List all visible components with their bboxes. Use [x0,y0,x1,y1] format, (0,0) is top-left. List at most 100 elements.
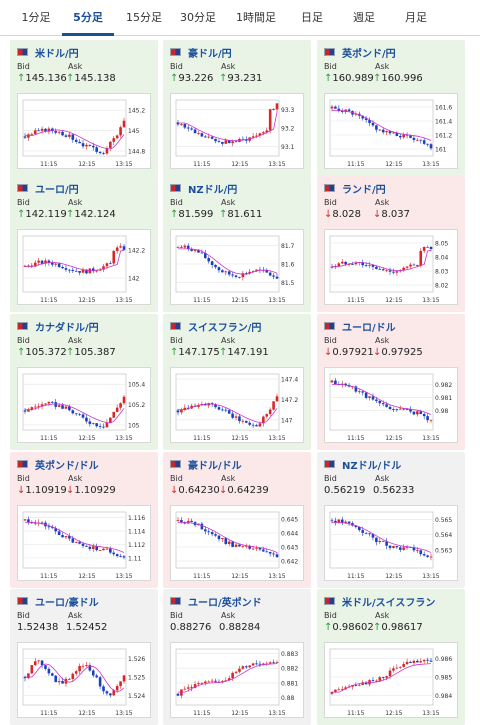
candlestick-chart[interactable]: 93.3 93.2 93.1 11:15 12:15 13:15 [170,93,304,169]
candle-body [44,260,47,264]
candlestick-chart[interactable]: 0.565 0.564 0.563 11:15 12:15 13:15 [324,505,458,581]
pair-name[interactable]: ユーロ/英ポンド [188,598,262,609]
rate-card[interactable]: カナダドル/円 Bid Ask ↑105.372 ↑105.387 105.4 105.2 1… [10,314,158,450]
candlestick-chart[interactable]: 0.645 0.644 0.643 0.642 11:15 12:15 13:15 [170,505,304,581]
arrow-down-icon: ↓ [373,209,382,220]
y-tick-label: 161.4 [435,119,452,126]
candle-body [91,670,95,676]
candlestick-chart[interactable]: 145.2 145 144.8 11:15 12:15 13:15 [17,93,151,169]
pair-name[interactable]: ユーロ/豪ドル [35,598,99,609]
candle-body [262,132,265,134]
bid-label: Bid [17,62,30,71]
rate-card[interactable]: NZドル/円 Bid Ask ↑81.599 ↑81.611 81.7 81.6 81.5 11… [163,176,311,312]
candlestick-chart[interactable]: 147.4 147.2 147 11:15 12:15 13:15 [170,367,304,443]
rate-card[interactable]: 豪ドル/円 Bid Ask ↑93.226 ↑93.231 93.3 93.2 93.1 11:… [163,40,311,176]
candlestick-chart[interactable]: 0.982 0.981 0.98 11:15 12:15 13:15 [324,367,458,443]
candle-body [347,109,351,112]
rate-card[interactable]: ユーロ/円 Bid Ask ↑142.119 ↑142.124 142.2 142 11:15… [10,176,158,312]
pair-name[interactable]: 英ポンド/円 [342,49,396,60]
arrow-up-icon: ↑ [324,73,333,84]
arrow-up-icon: ↑ [66,73,75,84]
candle-body [378,129,382,131]
bid-label: Bid [170,474,183,483]
candle-body [395,409,399,410]
pair-name[interactable]: NZドル/ドル [342,461,402,472]
rate-card[interactable]: 英ポンド/ドル Bid Ask ↓1.10919 ↓1.10929 1.116 1.114 1… [10,452,158,588]
plot-frame [329,99,434,157]
tab-3[interactable]: 30分足 [180,11,216,24]
pair-name[interactable]: ランド/円 [342,185,386,196]
candlestick-chart[interactable]: 0.883 0.882 0.881 0.88 11:15 12:15 13:15 [170,642,304,718]
tab-1[interactable]: 5分足 [62,0,114,36]
candle-body [54,263,58,265]
rate-card[interactable]: ユーロ/英ポンド Bid Ask 0.88276 0.88284 0.883 0.882 0.… [163,589,311,725]
rate-card[interactable]: ユーロ/豪ドル Bid Ask 1.52438 1.52452 1.526 1.525 1.5… [10,589,158,725]
x-tick-label: 11:15 [347,297,364,304]
x-tick-label: 13:15 [115,573,132,580]
pair-name[interactable]: 豪ドル/円 [188,49,232,60]
candle-body [412,547,416,551]
candle-body [426,246,429,248]
candle-body [275,103,279,110]
candle-body [258,663,262,665]
pair-name[interactable]: カナダドル/円 [35,323,99,334]
candlestick-chart[interactable]: 1.116 1.114 1.112 1.11 11:15 12:15 13:15 [17,505,151,581]
rate-card[interactable]: ユーロ/ドル Bid Ask ↓0.97921 ↓0.97925 0.982 0.981 0.… [317,314,465,450]
plot-frame [329,373,434,431]
candlestick-chart[interactable]: 105.4 105.2 105 11:15 12:15 13:15 [17,367,151,443]
rate-card[interactable]: 豪ドル/ドル Bid Ask ↓0.64230 ↓0.64239 0.645 0.644 0.… [163,452,311,588]
pair-name[interactable]: スイスフラン/円 [188,323,262,334]
candle-body [51,262,54,265]
candle-body [98,151,102,154]
candle-body [429,144,433,149]
candle-body [354,685,358,686]
candle-body [190,128,193,130]
tab-0[interactable]: 1分足 [21,11,51,24]
tab-6[interactable]: 週足 [353,11,375,24]
candlestick-chart[interactable]: 8.05 8.04 8.03 8.02 11:15 12:15 13:15 [324,229,458,305]
arrow-up-icon: ↑ [373,622,382,633]
candle-body [74,671,78,674]
tab-5[interactable]: 日足 [301,11,323,24]
candlestick-chart[interactable]: 0.986 0.985 0.984 11:15 12:15 13:15 [324,642,458,718]
pair-name[interactable]: 米ドル/スイスフラン [342,598,436,609]
pair-name[interactable]: NZドル/円 [188,185,238,196]
candle-body [122,120,126,128]
pair-name[interactable]: ユーロ/円 [35,185,79,196]
tab-4[interactable]: 1時間足 [236,11,276,24]
ask-value: ↓0.97925 [373,347,423,358]
bid-label: Bid [170,62,183,71]
candle-body [207,258,211,262]
candle-body [214,404,217,408]
candle-body [115,407,119,412]
candle-body [61,405,64,409]
candlestick-chart[interactable]: 1.526 1.525 1.524 11:15 12:15 13:15 [17,642,151,718]
y-tick-label: 147.2 [281,397,298,404]
candlestick-chart[interactable]: 161.6 161.4 161.2 161 11:15 12:15 13:15 [324,93,458,169]
candle-body [119,127,122,136]
tab-2[interactable]: 15分足 [126,11,162,24]
rate-card[interactable]: スイスフラン/円 Bid Ask ↑147.175 ↑147.191 147.4 147.2… [163,314,311,450]
candle-body [388,270,392,272]
candle-body [412,411,416,415]
candlestick-chart[interactable]: 81.7 81.6 81.5 11:15 12:15 13:15 [170,229,304,305]
x-tick-label: 12:15 [385,161,402,168]
bid-price: 145.136 [25,73,67,84]
rate-card[interactable]: 米ドル/円 Bid Ask ↑145.136 ↑145.138 145.2 145 144.8… [10,40,158,176]
candle-body [210,532,214,535]
candle-body [200,682,204,684]
candle-body [381,269,385,271]
pair-name[interactable]: ユーロ/ドル [342,323,396,334]
candle-body [221,409,224,411]
candle-body [422,554,426,556]
pair-name[interactable]: 米ドル/円 [35,49,79,60]
pair-name[interactable]: 豪ドル/ドル [188,461,242,472]
rate-card[interactable]: 米ドル/スイスフラン Bid Ask ↑0.98602 ↑0.98617 0.986 0.9… [317,589,465,725]
rate-card[interactable]: 英ポンド/円 Bid Ask ↑160.989 ↑160.996 161.6 161.4 16… [317,40,465,176]
candlestick-chart[interactable]: 142.2 142 11:15 12:15 13:15 [17,229,151,305]
rate-card[interactable]: ランド/円 Bid Ask ↓8.028 ↓8.037 8.05 8.04 8.03 8.02 1… [317,176,465,312]
pair-name[interactable]: 英ポンド/ドル [35,461,99,472]
candle-body [119,681,122,687]
rate-card[interactable]: NZドル/ドル Bid Ask 0.56219 0.56233 0.565 0.564 0.5… [317,452,465,588]
tab-7[interactable]: 月足 [405,11,427,24]
